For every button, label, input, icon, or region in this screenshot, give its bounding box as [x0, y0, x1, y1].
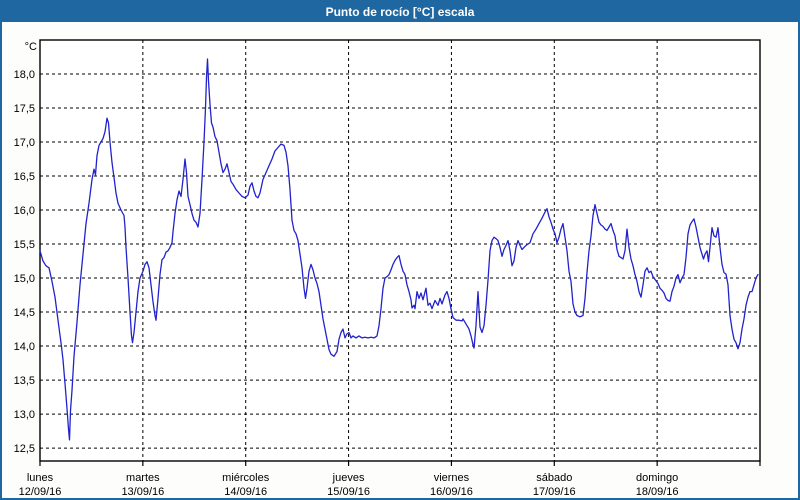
y-tick-label: 14,5: [14, 307, 35, 319]
x-tick-day-label: domingo: [636, 472, 678, 484]
x-tick-date-label: 15/09/16: [327, 486, 370, 498]
dewpoint-line-chart: 18,0 17,5 17,0 16,5 16,0 15,5 15,0 14,5 14,0 13,5…: [14, 39, 761, 498]
titlebar: Punto de rocío [°C] escala: [2, 2, 798, 22]
y-tick-label: 13,0: [14, 409, 35, 421]
y-tick-label: 16,0: [14, 205, 35, 217]
dewpoint-series-line: [39, 58, 759, 441]
y-axis-unit-label: °C: [25, 41, 37, 53]
y-tick-label: 15,5: [14, 239, 35, 251]
x-tick-day-label: jueves: [332, 472, 365, 484]
plot-area: [39, 39, 761, 462]
x-tick-day-label: lunes: [27, 472, 54, 484]
x-tick-date-label: 12/09/16: [19, 486, 62, 498]
y-tick-label: 17,5: [14, 103, 35, 115]
x-tick-date-label: 16/09/16: [430, 486, 473, 498]
y-tick-label: 13,5: [14, 375, 35, 387]
x-tick-date-label: 13/09/16: [121, 486, 164, 498]
y-tick-label: 12,5: [14, 443, 35, 455]
y-tick-label: 15,0: [14, 273, 35, 285]
y-tick-label: 16,5: [14, 171, 35, 183]
y-tick-label: 18,0: [14, 69, 35, 81]
x-tick-day-label: viernes: [434, 472, 470, 484]
x-tick-date-label: 17/09/16: [533, 486, 576, 498]
window-title: Punto de rocío [°C] escala: [325, 5, 475, 19]
x-tick-day-label: martes: [126, 472, 160, 484]
chart-content: 18,0 17,5 17,0 16,5 16,0 15,5 15,0 14,5 14,0 13,5…: [2, 22, 798, 498]
x-tick-date-label: 14/09/16: [224, 486, 267, 498]
x-tick-day-label: sábado: [536, 472, 572, 484]
y-tick-label: 14,0: [14, 341, 35, 353]
x-tick-date-label: 18/09/16: [636, 486, 679, 498]
x-tick-day-label: miércoles: [222, 472, 270, 484]
y-tick-label: 17,0: [14, 137, 35, 149]
